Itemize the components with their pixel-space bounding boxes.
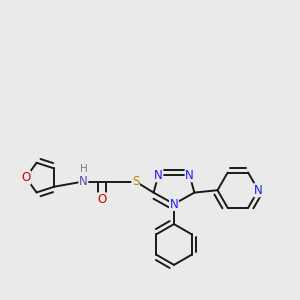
Text: O: O [21,171,30,184]
Text: N: N [154,169,163,182]
Text: N: N [254,184,263,197]
Text: N: N [79,175,88,188]
Text: N: N [185,169,194,182]
Text: N: N [169,197,178,211]
Text: S: S [132,175,139,188]
Text: H: H [80,164,87,175]
Text: O: O [98,193,106,206]
